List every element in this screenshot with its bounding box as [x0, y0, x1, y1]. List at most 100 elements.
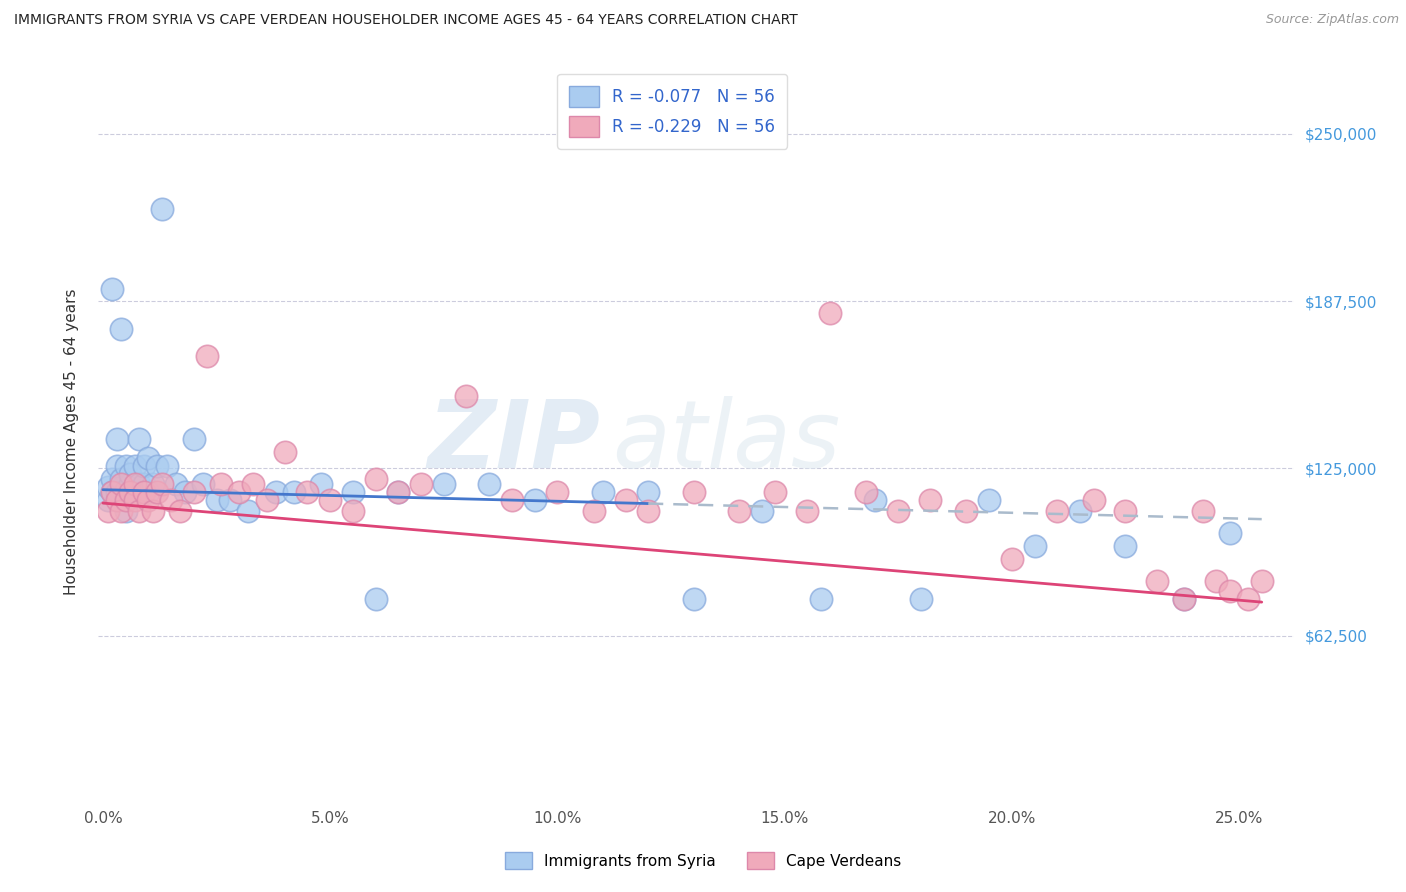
- Point: [855, 485, 877, 500]
- Point: [256, 493, 278, 508]
- Point: [297, 485, 319, 500]
- Point: [1237, 592, 1260, 607]
- Point: [146, 458, 169, 473]
- Point: [1046, 504, 1069, 518]
- Point: [114, 504, 136, 518]
- Point: [105, 432, 128, 446]
- Text: Source: ZipAtlas.com: Source: ZipAtlas.com: [1265, 13, 1399, 27]
- Point: [1205, 574, 1227, 588]
- Point: [138, 450, 160, 465]
- Point: [219, 493, 242, 508]
- Point: [342, 504, 364, 518]
- Point: [546, 485, 568, 500]
- Point: [309, 477, 332, 491]
- Point: [197, 349, 219, 363]
- Point: [165, 477, 187, 491]
- Point: [1219, 584, 1241, 599]
- Point: [242, 477, 264, 491]
- Point: [124, 485, 146, 500]
- Point: [910, 592, 932, 607]
- Point: [120, 477, 142, 491]
- Text: IMMIGRANTS FROM SYRIA VS CAPE VERDEAN HOUSEHOLDER INCOME AGES 45 - 64 YEARS CORR: IMMIGRANTS FROM SYRIA VS CAPE VERDEAN HO…: [14, 13, 797, 28]
- Point: [101, 485, 124, 500]
- Point: [110, 477, 132, 491]
- Point: [110, 472, 132, 486]
- Point: [96, 504, 118, 518]
- Point: [887, 504, 910, 518]
- Point: [150, 477, 173, 491]
- Point: [796, 504, 818, 518]
- Point: [238, 504, 260, 518]
- Point: [138, 485, 160, 500]
- Point: [114, 458, 136, 473]
- Point: [387, 485, 409, 500]
- Point: [146, 485, 169, 500]
- Point: [110, 504, 132, 518]
- Point: [818, 306, 841, 320]
- Point: [1250, 574, 1272, 588]
- Point: [1024, 539, 1046, 553]
- Point: [105, 458, 128, 473]
- Point: [728, 504, 751, 518]
- Point: [114, 493, 136, 508]
- Point: [274, 445, 297, 459]
- Point: [101, 282, 124, 296]
- Point: [101, 485, 124, 500]
- Text: atlas: atlas: [613, 396, 841, 487]
- Point: [955, 504, 977, 518]
- Point: [160, 493, 183, 508]
- Point: [1114, 504, 1136, 518]
- Point: [205, 493, 228, 508]
- Point: [155, 458, 177, 473]
- Point: [592, 485, 614, 500]
- Point: [1083, 493, 1105, 508]
- Point: [918, 493, 941, 508]
- Point: [433, 477, 456, 491]
- Point: [1191, 504, 1213, 518]
- Point: [501, 493, 523, 508]
- Point: [637, 504, 659, 518]
- Point: [120, 467, 142, 481]
- Point: [582, 504, 605, 518]
- Point: [364, 592, 387, 607]
- Point: [364, 472, 387, 486]
- Point: [1069, 504, 1091, 518]
- Point: [169, 504, 191, 518]
- Point: [132, 477, 155, 491]
- Point: [682, 485, 704, 500]
- Y-axis label: Householder Income Ages 45 - 64 years: Householder Income Ages 45 - 64 years: [65, 288, 79, 595]
- Point: [865, 493, 887, 508]
- Point: [614, 493, 637, 508]
- Point: [209, 477, 232, 491]
- Point: [114, 483, 136, 497]
- Legend: R = -0.077   N = 56, R = -0.229   N = 56: R = -0.077 N = 56, R = -0.229 N = 56: [557, 74, 787, 149]
- Point: [124, 477, 146, 491]
- Point: [96, 480, 118, 494]
- Point: [105, 485, 128, 500]
- Point: [1219, 525, 1241, 540]
- Point: [1001, 552, 1024, 566]
- Point: [124, 493, 146, 508]
- Point: [128, 504, 150, 518]
- Point: [128, 477, 150, 491]
- Point: [637, 485, 659, 500]
- Text: ZIP: ZIP: [427, 395, 600, 488]
- Point: [183, 432, 205, 446]
- Point: [1173, 592, 1195, 607]
- Point: [765, 485, 787, 500]
- Point: [810, 592, 832, 607]
- Point: [138, 493, 160, 508]
- Point: [150, 202, 173, 216]
- Point: [132, 458, 155, 473]
- Point: [682, 592, 704, 607]
- Point: [142, 477, 165, 491]
- Point: [132, 485, 155, 500]
- Point: [1146, 574, 1168, 588]
- Point: [751, 504, 773, 518]
- Point: [191, 477, 214, 491]
- Point: [523, 493, 546, 508]
- Legend: Immigrants from Syria, Cape Verdeans: Immigrants from Syria, Cape Verdeans: [498, 846, 908, 875]
- Point: [478, 477, 501, 491]
- Point: [105, 493, 128, 508]
- Point: [120, 485, 142, 500]
